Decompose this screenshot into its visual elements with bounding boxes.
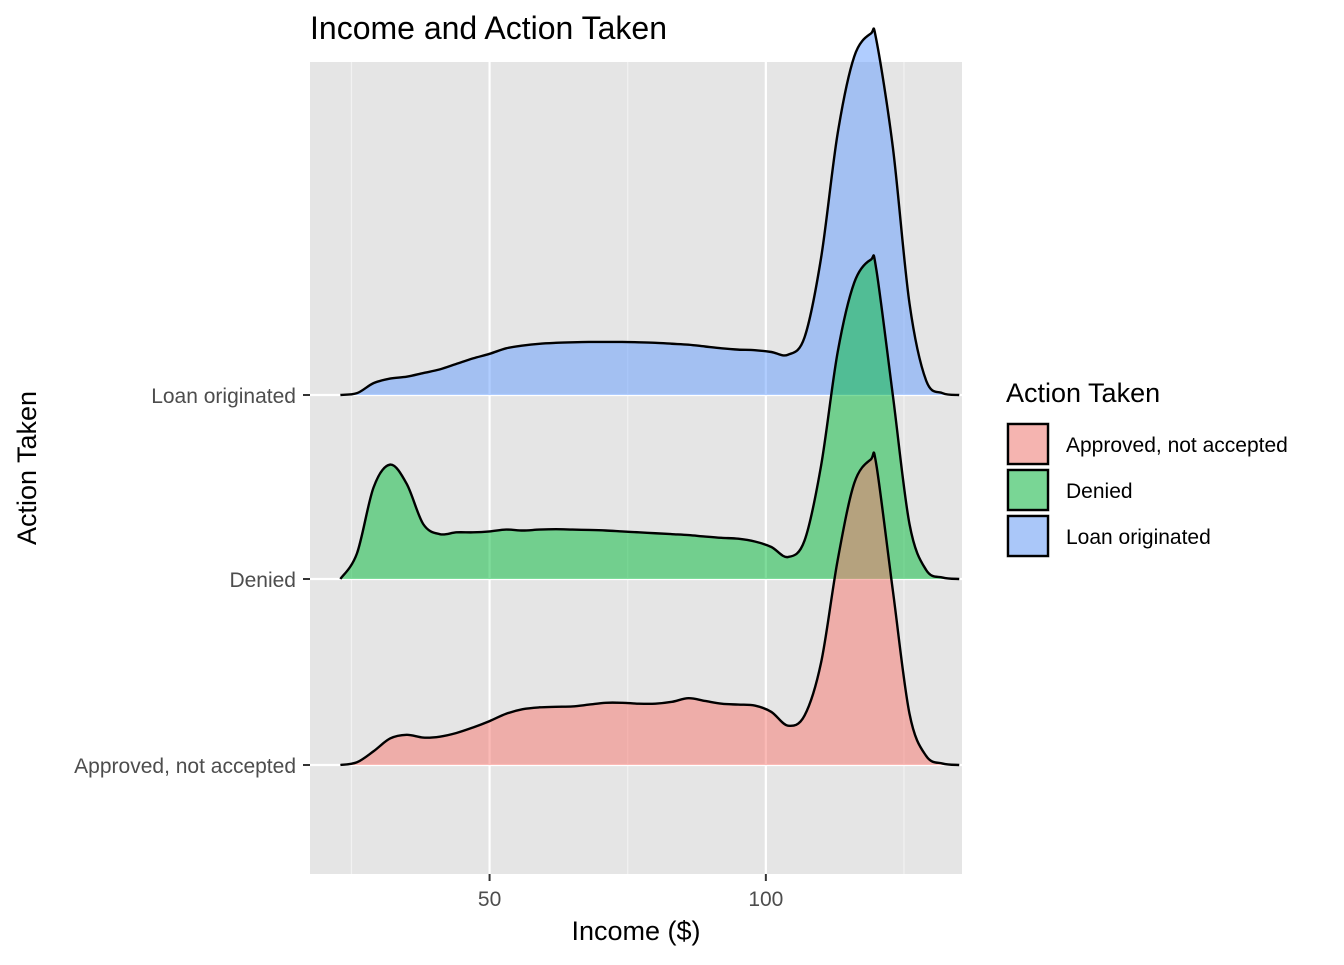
y-axis: Approved, not accepted Denied Loan origina… <box>74 385 310 778</box>
density-area-approved-not-accepted <box>340 452 960 765</box>
x-tick-label: 100 <box>748 888 783 911</box>
chart-title: Income and Action Taken <box>310 10 667 46</box>
legend-item-approved-not-accepted: Approved, not accepted <box>1006 422 1288 466</box>
y-tick-label: Approved, not accepted <box>74 755 296 778</box>
density-area-loan-originated <box>340 28 960 396</box>
y-tick-label: Denied <box>229 569 296 592</box>
y-axis-title: Action Taken <box>12 391 42 545</box>
x-tick-label: 50 <box>478 888 501 911</box>
density-outline-approved-not-accepted <box>340 451 960 767</box>
density-outline-loan-originated <box>340 27 960 397</box>
legend-label: Approved, not accepted <box>1066 434 1288 457</box>
legend: Action Taken Approved, not accepted Denie… <box>1006 378 1288 558</box>
density-outline-denied <box>339 254 960 581</box>
ridge-denied <box>339 254 960 581</box>
ridge-approved-not-accepted <box>340 451 960 767</box>
x-axis-title: Income ($) <box>571 916 700 946</box>
legend-label: Denied <box>1066 480 1133 503</box>
legend-title: Action Taken <box>1006 378 1160 408</box>
legend-swatch <box>1006 422 1050 466</box>
legend-swatch <box>1006 468 1050 512</box>
legend-swatch <box>1006 514 1050 558</box>
x-axis: 50 100 <box>478 874 783 911</box>
ridge-loan-originated <box>340 27 960 397</box>
ridge-series <box>339 27 960 767</box>
density-area-denied <box>340 255 960 580</box>
y-tick-label: Loan originated <box>151 385 296 408</box>
legend-item-loan-originated: Loan originated <box>1006 514 1211 558</box>
legend-item-denied: Denied <box>1006 468 1133 512</box>
legend-label: Loan originated <box>1066 526 1211 549</box>
